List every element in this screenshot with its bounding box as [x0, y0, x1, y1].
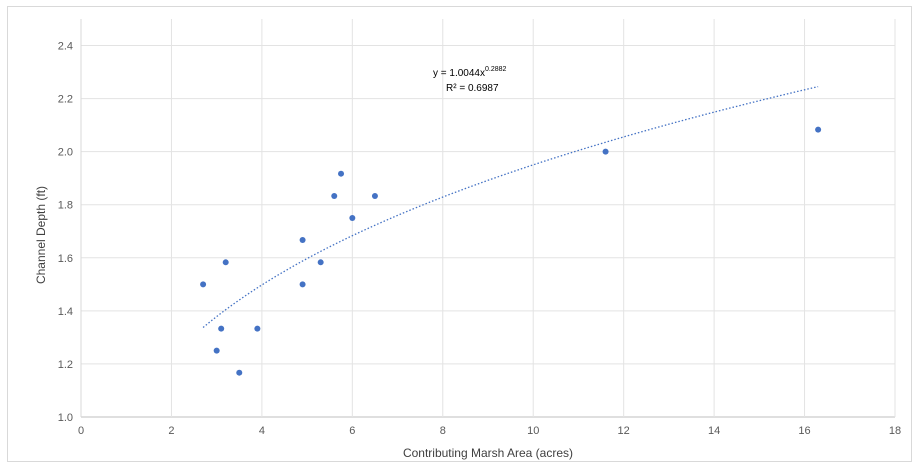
data-point: [815, 126, 822, 133]
chart-area: 0 2 4 6 8 10 12 14 16 18 1.0 1.2 1.4 1.6 1.8 2.0 2.2 2.4…: [7, 6, 912, 462]
x-tick-label: 14: [708, 425, 720, 437]
y-axis-title: Channel Depth (ft): [34, 186, 48, 284]
x-tick-label: 12: [618, 425, 630, 437]
gridlines: [80, 19, 896, 418]
x-tick-label: 8: [440, 425, 446, 437]
x-tick-label: 16: [798, 425, 810, 437]
data-point: [200, 281, 207, 288]
trendline-equation: y = 1.0044x0.2882: [433, 66, 507, 79]
data-point: [236, 369, 243, 376]
data-point: [371, 192, 378, 199]
data-point: [299, 237, 306, 244]
data-point: [331, 192, 338, 199]
data-points: [200, 126, 822, 376]
y-tick-label: 1.8: [58, 200, 73, 212]
data-point: [218, 325, 225, 332]
x-tick-label: 6: [349, 425, 355, 437]
y-axis-ticks: 1.0 1.2 1.4 1.6 1.8 2.0 2.2 2.4: [58, 41, 73, 424]
x-tick-label: 2: [168, 425, 174, 437]
r-squared-label: R² = 0.6987: [446, 83, 499, 94]
x-tick-label: 18: [889, 425, 901, 437]
y-tick-label: 1.0: [58, 412, 73, 424]
x-axis-ticks: 0 2 4 6 8 10 12 14 16 18: [78, 425, 901, 437]
data-point: [317, 259, 324, 266]
data-point: [299, 281, 306, 288]
scatter-chart: 0 2 4 6 8 10 12 14 16 18 1.0 1.2 1.4 1.6 1.8 2.0 2.2 2.4…: [34, 19, 901, 460]
data-point: [602, 148, 609, 155]
data-point: [222, 259, 229, 266]
x-tick-label: 0: [78, 425, 84, 437]
y-tick-label: 1.6: [58, 253, 73, 265]
y-tick-label: 2.2: [58, 94, 73, 106]
x-tick-label: 10: [527, 425, 539, 437]
y-tick-label: 1.4: [58, 306, 73, 318]
x-axis-title: Contributing Marsh Area (acres): [403, 446, 573, 460]
data-point: [349, 215, 356, 221]
y-tick-label: 2.0: [58, 147, 73, 159]
x-tick-label: 4: [259, 425, 265, 437]
data-point: [338, 170, 345, 177]
power-trendline: [202, 85, 819, 329]
data-point: [213, 347, 220, 354]
y-tick-label: 2.4: [58, 41, 73, 53]
data-point: [254, 325, 261, 332]
y-tick-label: 1.2: [58, 359, 73, 371]
